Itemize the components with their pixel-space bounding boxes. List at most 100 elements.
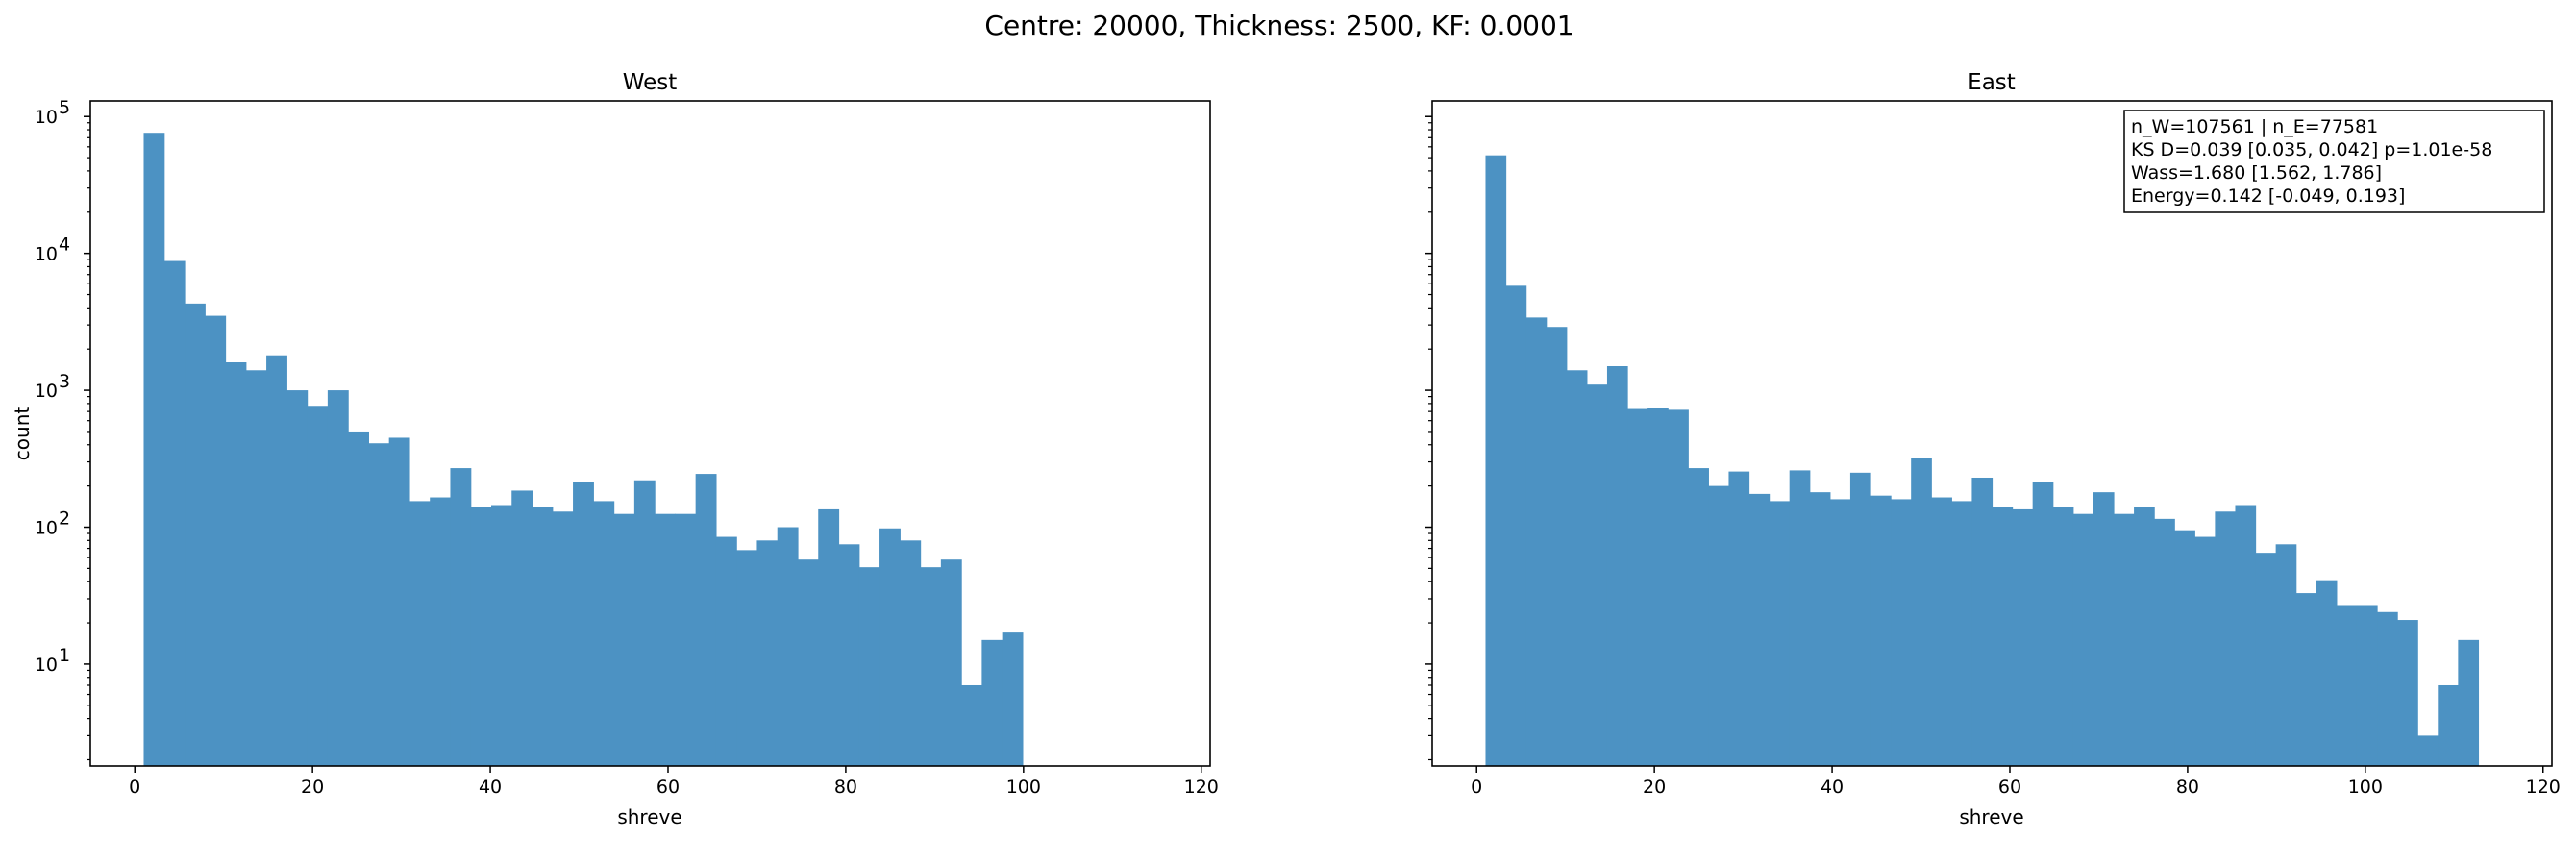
west-bar-1 xyxy=(163,260,186,766)
east-bar-20 xyxy=(1891,499,1912,766)
west-y-tick-exponent-2: 2 xyxy=(59,508,70,530)
west-bar-7 xyxy=(286,390,309,766)
west-bar-13 xyxy=(409,501,431,766)
west-y-tick-4: 10 4 xyxy=(35,235,90,265)
stats-line-counts: n_W=107561 | n_E=77581 xyxy=(2131,116,2378,137)
west-x-ticks: 0 20 40 60 80 100 120 xyxy=(129,766,1219,798)
east-bar-43 xyxy=(2356,605,2378,766)
west-bar-32 xyxy=(797,559,819,766)
west-bar-31 xyxy=(777,527,799,766)
east-bar-14 xyxy=(1769,501,1791,766)
east-bar-13 xyxy=(1748,493,1771,766)
west-bar-22 xyxy=(593,501,615,766)
west-x-tick-100: 100 xyxy=(1006,766,1041,798)
west-bar-15 xyxy=(450,468,472,766)
east-bar-29 xyxy=(2072,513,2094,766)
west-bar-30 xyxy=(756,540,779,766)
east-bar-45 xyxy=(2397,620,2418,766)
west-y-tick-exponent-3: 3 xyxy=(59,371,70,392)
west-bar-25 xyxy=(655,513,676,766)
west-bar-14 xyxy=(430,497,452,766)
west-bar-23 xyxy=(613,513,635,766)
stats-box: n_W=107561 | n_E=77581 KS D=0.039 [0.035… xyxy=(2123,110,2545,213)
east-x-tick-100: 100 xyxy=(2348,766,2383,798)
east-bar-2 xyxy=(1525,317,1548,766)
east-bar-5 xyxy=(1586,384,1608,766)
east-bar-9 xyxy=(1668,409,1689,766)
west-bar-35 xyxy=(858,567,880,766)
west-bar-17 xyxy=(491,505,512,766)
west-x-tick-label-80: 80 xyxy=(834,777,857,798)
east-bar-28 xyxy=(2052,507,2074,766)
west-x-tick-80: 80 xyxy=(834,766,857,798)
east-bar-27 xyxy=(2032,482,2054,766)
west-y-axis-label: count xyxy=(11,407,34,461)
east-bar-32 xyxy=(2134,507,2155,766)
west-y-tick-2: 10 2 xyxy=(35,508,90,539)
east-bar-24 xyxy=(1971,477,1994,766)
west-bar-21 xyxy=(573,482,594,766)
east-bar-38 xyxy=(2255,553,2277,766)
west-bar-36 xyxy=(879,528,901,766)
east-x-tick-120: 120 xyxy=(2526,766,2561,798)
east-bar-34 xyxy=(2174,530,2195,766)
west-bar-24 xyxy=(633,480,656,766)
west-bar-4 xyxy=(225,362,247,766)
west-x-tick-label-20: 20 xyxy=(301,777,324,798)
west-x-tick-40: 40 xyxy=(479,766,502,798)
west-bar-37 xyxy=(900,540,922,766)
west-x-tick-label-0: 0 xyxy=(129,777,140,798)
west-bar-10 xyxy=(348,431,369,766)
figure-suptitle: Centre: 20000, Thickness: 2500, KF: 0.00… xyxy=(984,10,1573,41)
east-bar-12 xyxy=(1728,471,1750,766)
west-bar-27 xyxy=(695,474,717,766)
west-bar-2 xyxy=(185,303,206,766)
east-bar-46 xyxy=(2417,735,2439,766)
east-bar-48 xyxy=(2458,639,2480,766)
east-x-axis-label: shreve xyxy=(1959,805,2023,829)
east-bar-37 xyxy=(2235,505,2257,766)
west-y-tick-label-2: 10 xyxy=(35,518,58,539)
west-x-tick-0: 0 xyxy=(129,766,140,798)
stats-line-ks: KS D=0.039 [0.035, 0.042] p=1.01e-58 xyxy=(2131,139,2492,161)
west-bars xyxy=(143,133,1024,766)
east-bar-1 xyxy=(1505,285,1527,766)
west-y-tick-exponent-1: 1 xyxy=(59,645,70,666)
west-bar-5 xyxy=(245,370,267,766)
east-x-tick-0: 0 xyxy=(1471,766,1482,798)
east-bar-36 xyxy=(2215,511,2237,766)
east-x-ticks: 0 20 40 60 80 100 120 xyxy=(1471,766,2561,798)
west-bar-0 xyxy=(143,133,165,766)
east-bars xyxy=(1485,155,2480,766)
west-bar-39 xyxy=(940,559,962,766)
east-x-tick-80: 80 xyxy=(2176,766,2199,798)
west-y-tick-1: 10 1 xyxy=(35,645,90,676)
east-bar-0 xyxy=(1485,155,1507,766)
west-x-tick-120: 120 xyxy=(1184,766,1219,798)
east-histogram-panel: East 0 20 40 60 80 100 120 shreve n_W=107561 |… xyxy=(1425,70,2561,829)
east-bar-30 xyxy=(2093,492,2115,766)
east-bar-42 xyxy=(2336,605,2358,766)
west-panel-title: West xyxy=(623,70,678,95)
west-y-tick-3: 10 3 xyxy=(35,371,90,402)
west-y-tick-label-5: 10 xyxy=(35,107,58,128)
east-bar-7 xyxy=(1627,408,1648,766)
east-bar-23 xyxy=(1951,501,1973,766)
west-bar-18 xyxy=(511,490,533,766)
east-bar-44 xyxy=(2377,611,2398,766)
west-bar-20 xyxy=(552,511,574,766)
east-bar-31 xyxy=(2113,513,2135,766)
west-bar-9 xyxy=(327,390,349,766)
east-bar-19 xyxy=(1870,495,1892,766)
east-bar-18 xyxy=(1849,472,1871,766)
east-bar-10 xyxy=(1688,468,1709,766)
east-bar-41 xyxy=(2316,580,2338,766)
east-bar-47 xyxy=(2438,684,2459,766)
east-bar-21 xyxy=(1911,458,1932,766)
east-bar-11 xyxy=(1708,485,1730,766)
west-bar-40 xyxy=(961,684,982,766)
east-bar-17 xyxy=(1829,499,1851,766)
east-x-tick-label-100: 100 xyxy=(2348,777,2383,798)
